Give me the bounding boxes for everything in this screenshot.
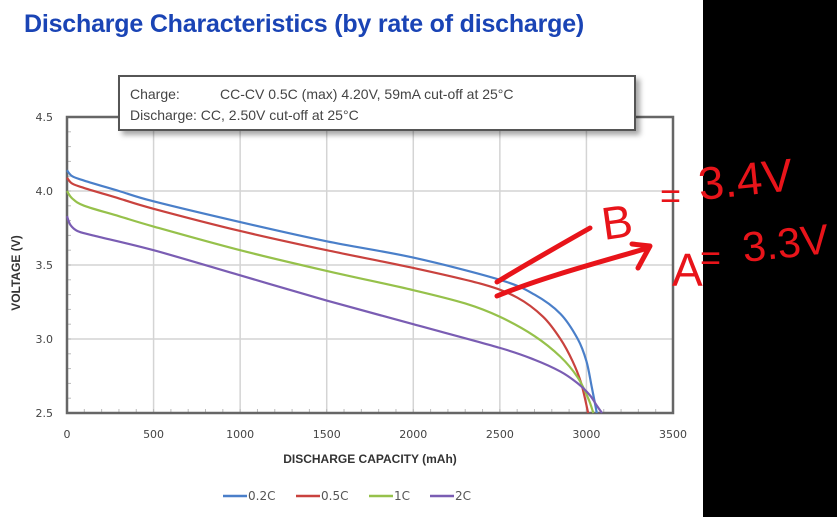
series-line-0-5C xyxy=(66,176,590,414)
x-tick-label: 1500 xyxy=(313,428,341,441)
series-group xyxy=(65,169,603,414)
charge-label: Charge: xyxy=(130,86,180,102)
legend: 0.2C 0.5C 1C 2C xyxy=(223,489,471,503)
x-tick-label: 500 xyxy=(143,428,164,441)
x-tick-label: 2500 xyxy=(486,428,514,441)
annotation-b-value: 3.4V xyxy=(696,148,796,210)
y-tick-labels: 2.5 3.0 3.5 4.0 4.5 xyxy=(36,111,54,420)
test-conditions-box: Charge: CC-CV 0.5C (max) 4.20V, 59mA cut-… xyxy=(118,75,636,131)
arrow-a-head xyxy=(629,241,653,271)
annotation-a-value: 3.3V xyxy=(740,215,831,271)
series-line-1C xyxy=(66,190,595,414)
x-tick-label: 3500 xyxy=(659,428,687,441)
legend-item-1C: 1C xyxy=(369,489,410,503)
x-tick-labels: 0 500 1000 1500 2000 2500 3000 3500 xyxy=(64,428,688,441)
legend-label: 0.2C xyxy=(248,489,275,503)
legend-label: 0.5C xyxy=(321,489,348,503)
black-side-panel xyxy=(703,0,837,517)
annotation-b-equals: = xyxy=(660,175,681,216)
y-tick-label: 4.5 xyxy=(36,111,54,124)
annotation-b-label: B xyxy=(598,194,636,250)
annotation-a-label: A xyxy=(672,244,703,296)
chart-title: Discharge Characteristics (by rate of di… xyxy=(24,10,585,38)
x-tick-label: 2000 xyxy=(399,428,427,441)
arrow-a-stroke xyxy=(494,245,651,299)
series-line-2C xyxy=(65,215,603,414)
y-tick-label: 3.0 xyxy=(36,333,54,346)
discharge-label: Discharge: xyxy=(130,107,197,123)
x-axis-title: DISCHARGE CAPACITY (mAh) xyxy=(283,452,457,466)
legend-item-2C: 2C xyxy=(430,489,471,503)
annotation-a-equals: = xyxy=(700,237,721,278)
legend-item-0-2C: 0.2C xyxy=(223,489,275,503)
charge-value: CC-CV 0.5C (max) 4.20V, 59mA cut-off at … xyxy=(220,86,514,102)
y-tick-label: 3.5 xyxy=(36,259,54,272)
legend-label: 2C xyxy=(455,489,471,503)
discharge-row: Discharge: CC, 2.50V cut-off at 25°C xyxy=(130,105,624,126)
y-axis-title: VOLTAGE (V) xyxy=(9,235,23,311)
x-tick-label: 0 xyxy=(64,428,71,441)
discharge-value: CC, 2.50V cut-off at 25°C xyxy=(196,107,359,123)
legend-label: 1C xyxy=(394,489,410,503)
y-tick-label: 4.0 xyxy=(36,185,54,198)
legend-item-0-5C: 0.5C xyxy=(296,489,348,503)
y-tick-label: 2.5 xyxy=(36,407,54,420)
arrow-b-stroke xyxy=(494,225,593,285)
x-tick-label: 1000 xyxy=(226,428,254,441)
x-tick-label: 3000 xyxy=(572,428,600,441)
charge-row: Charge: CC-CV 0.5C (max) 4.20V, 59mA cut-… xyxy=(130,84,624,105)
series-line-0-2C xyxy=(66,169,598,414)
